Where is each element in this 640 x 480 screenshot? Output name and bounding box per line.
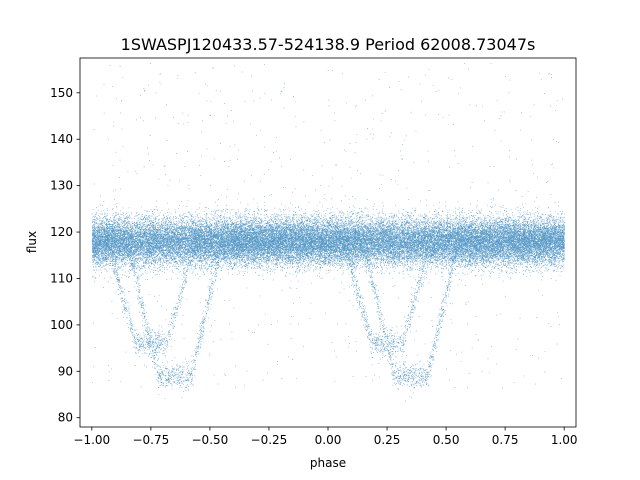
x-tick-label: 0.00	[315, 433, 342, 447]
y-tick-label: 120	[50, 225, 73, 239]
chart-title: 1SWASPJ120433.57-524138.9 Period 62008.7…	[121, 35, 536, 54]
x-tick-label: −1.00	[73, 433, 110, 447]
y-tick-label: 100	[50, 318, 73, 332]
y-tick-label: 140	[50, 132, 73, 146]
y-tick-label: 90	[58, 364, 73, 378]
x-tick-label: 1.00	[551, 433, 578, 447]
y-tick-label: 130	[50, 179, 73, 193]
y-tick-label: 80	[58, 411, 73, 425]
x-tick-label: 0.75	[492, 433, 519, 447]
x-tick-label: −0.50	[192, 433, 229, 447]
y-tick-label: 150	[50, 86, 73, 100]
x-tick-label: 0.25	[374, 433, 401, 447]
y-axis: 80 90 100 110 120 130 140 150	[50, 86, 80, 425]
x-axis: −1.00 −0.75 −0.50 −0.25 0.00 0.25 0.50 0.75 1.00	[73, 427, 578, 447]
x-tick-label: −0.75	[132, 433, 169, 447]
x-tick-label: 0.50	[433, 433, 460, 447]
x-tick-label: −0.25	[251, 433, 288, 447]
y-tick-label: 110	[50, 271, 73, 285]
y-axis-label: flux	[25, 231, 39, 253]
x-axis-label: phase	[310, 456, 346, 470]
